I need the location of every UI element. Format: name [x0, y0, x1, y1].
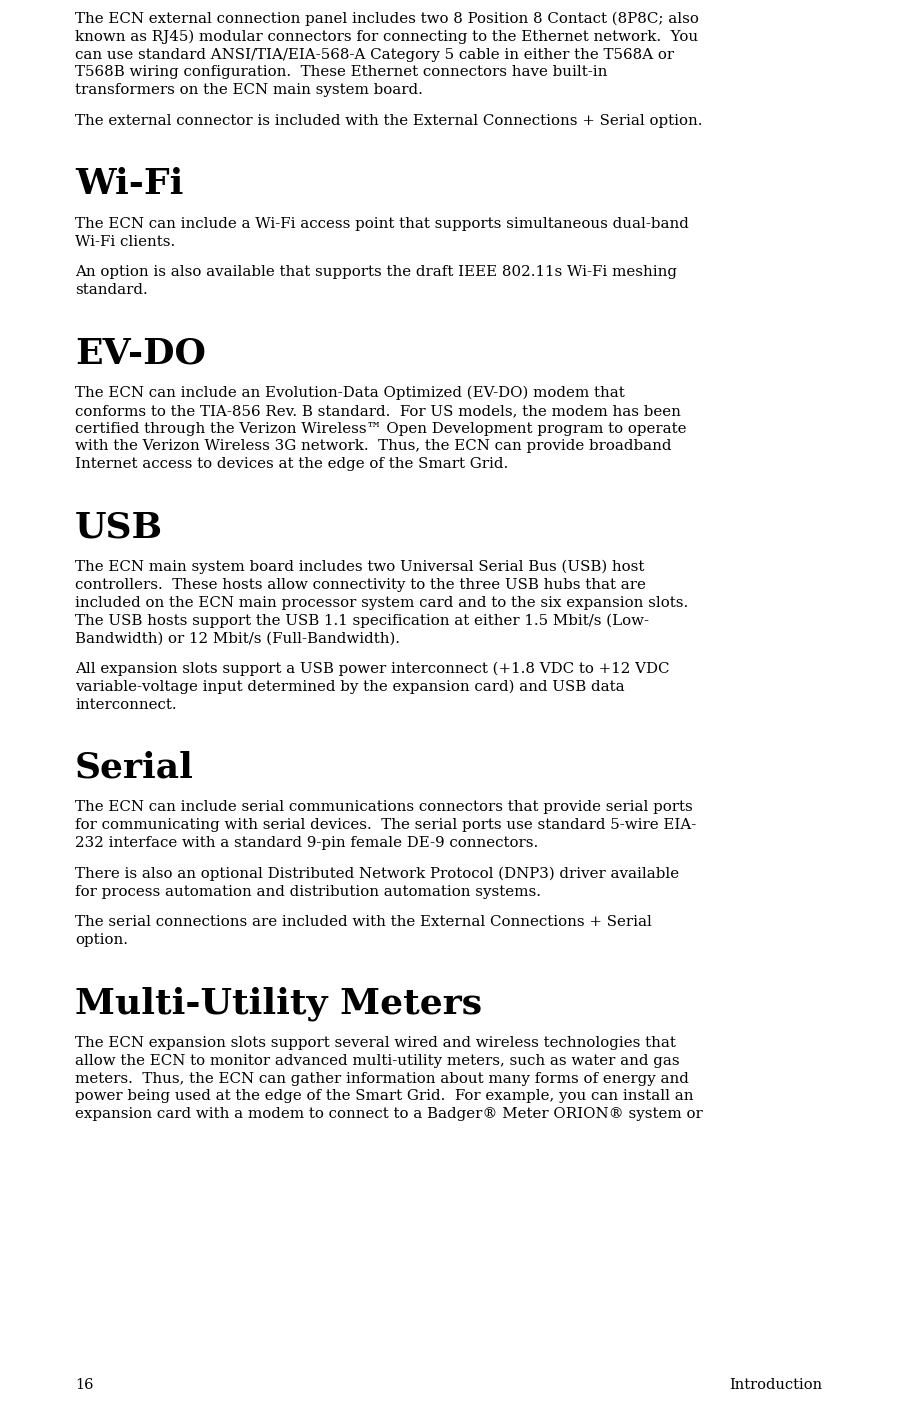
Text: Internet access to devices at the edge of the Smart Grid.: Internet access to devices at the edge o…: [75, 457, 509, 471]
Text: variable-voltage input determined by the expansion card) and USB data: variable-voltage input determined by the…: [75, 679, 624, 695]
Text: option.: option.: [75, 934, 128, 947]
Text: certified through the Verizon Wireless™ Open Development program to operate: certified through the Verizon Wireless™ …: [75, 422, 686, 436]
Text: The ECN external connection panel includes two 8 Position 8 Contact (8P8C; also: The ECN external connection panel includ…: [75, 11, 699, 27]
Text: The USB hosts support the USB 1.1 specification at either 1.5 Mbit/s (Low-: The USB hosts support the USB 1.1 specif…: [75, 613, 649, 628]
Text: Wi-Fi clients.: Wi-Fi clients.: [75, 235, 175, 249]
Text: expansion card with a modem to connect to a Badger® Meter ORION® system or: expansion card with a modem to connect t…: [75, 1107, 702, 1121]
Text: Bandwidth) or 12 Mbit/s (Full-Bandwidth).: Bandwidth) or 12 Mbit/s (Full-Bandwidth)…: [75, 631, 400, 645]
Text: Multi-Utility Meters: Multi-Utility Meters: [75, 986, 482, 1020]
Text: for process automation and distribution automation systems.: for process automation and distribution …: [75, 884, 541, 899]
Text: An option is also available that supports the draft IEEE 802.11s Wi-Fi meshing: An option is also available that support…: [75, 266, 677, 279]
Text: The ECN main system board includes two Universal Serial Bus (USB) host: The ECN main system board includes two U…: [75, 560, 644, 574]
Text: known as RJ45) modular connectors for connecting to the Ethernet network.  You: known as RJ45) modular connectors for co…: [75, 30, 698, 44]
Text: for communicating with serial devices.  The serial ports use standard 5-wire EIA: for communicating with serial devices. T…: [75, 818, 696, 832]
Text: EV-DO: EV-DO: [75, 335, 206, 369]
Text: Introduction: Introduction: [729, 1378, 822, 1392]
Text: There is also an optional Distributed Network Protocol (DNP3) driver available: There is also an optional Distributed Ne…: [75, 867, 679, 882]
Text: All expansion slots support a USB power interconnect (+1.8 VDC to +12 VDC: All expansion slots support a USB power …: [75, 662, 669, 676]
Text: with the Verizon Wireless 3G network.  Thus, the ECN can provide broadband: with the Verizon Wireless 3G network. Th…: [75, 440, 672, 453]
Text: The ECN expansion slots support several wired and wireless technologies that: The ECN expansion slots support several …: [75, 1036, 675, 1050]
Text: The ECN can include a Wi-Fi access point that supports simultaneous dual-band: The ECN can include a Wi-Fi access point…: [75, 216, 689, 231]
Text: can use standard ANSI/TIA/EIA-568-A Category 5 cable in either the T568A or: can use standard ANSI/TIA/EIA-568-A Cate…: [75, 48, 675, 62]
Text: The ECN can include serial communications connectors that provide serial ports: The ECN can include serial communication…: [75, 801, 692, 815]
Text: interconnect.: interconnect.: [75, 698, 177, 712]
Text: T568B wiring configuration.  These Ethernet connectors have built-in: T568B wiring configuration. These Ethern…: [75, 65, 607, 79]
Text: allow the ECN to monitor advanced multi-utility meters, such as water and gas: allow the ECN to monitor advanced multi-…: [75, 1054, 680, 1068]
Text: USB: USB: [75, 509, 163, 543]
Text: standard.: standard.: [75, 283, 148, 297]
Text: controllers.  These hosts allow connectivity to the three USB hubs that are: controllers. These hosts allow connectiv…: [75, 577, 646, 591]
Text: included on the ECN main processor system card and to the six expansion slots.: included on the ECN main processor syste…: [75, 596, 688, 610]
Text: meters.  Thus, the ECN can gather information about many forms of energy and: meters. Thus, the ECN can gather informa…: [75, 1071, 689, 1085]
Text: Serial: Serial: [75, 750, 194, 784]
Text: 16: 16: [75, 1378, 93, 1392]
Text: Wi-Fi: Wi-Fi: [75, 167, 183, 201]
Text: 232 interface with a standard 9-pin female DE-9 connectors.: 232 interface with a standard 9-pin fema…: [75, 836, 538, 850]
Text: conforms to the TIA-856 Rev. B standard.  For US models, the modem has been: conforms to the TIA-856 Rev. B standard.…: [75, 403, 681, 417]
Text: The serial connections are included with the External Connections + Serial: The serial connections are included with…: [75, 916, 652, 930]
Text: The external connector is included with the External Connections + Serial option: The external connector is included with …: [75, 115, 702, 127]
Text: transformers on the ECN main system board.: transformers on the ECN main system boar…: [75, 83, 422, 98]
Text: The ECN can include an Evolution-Data Optimized (EV-DO) modem that: The ECN can include an Evolution-Data Op…: [75, 386, 624, 400]
Text: power being used at the edge of the Smart Grid.  For example, you can install an: power being used at the edge of the Smar…: [75, 1090, 693, 1104]
